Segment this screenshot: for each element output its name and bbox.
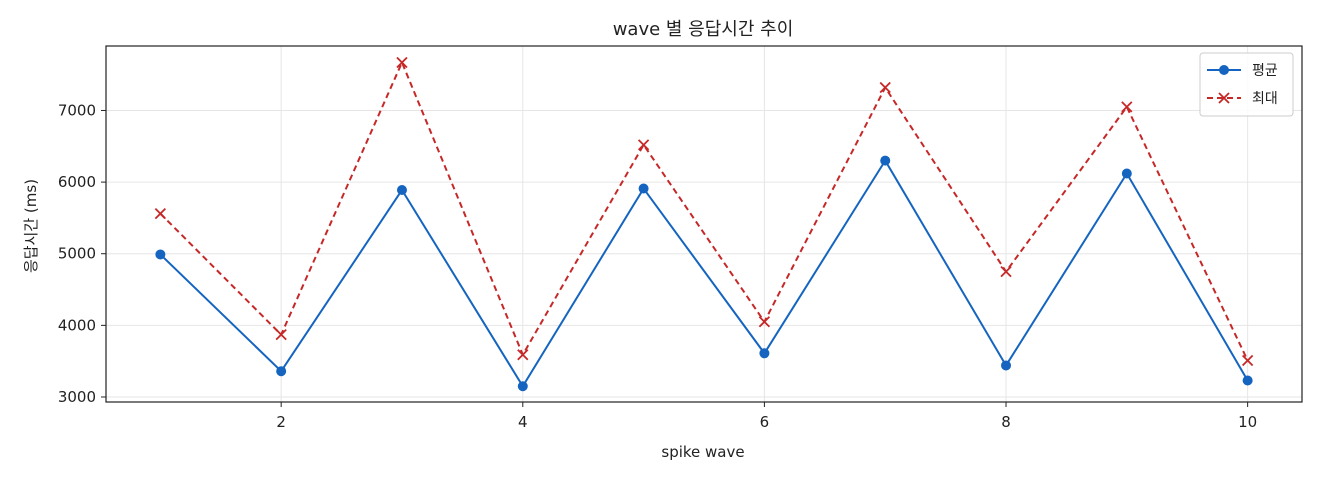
data-point-mean — [517, 381, 528, 392]
data-point-max — [517, 349, 529, 361]
legend-box — [1199, 52, 1294, 117]
data-point-max — [637, 139, 650, 151]
data-point-max — [1000, 265, 1012, 278]
plot-frame — [105, 45, 1303, 403]
x-tick-label: 10 — [1238, 413, 1257, 431]
x-axis-label: spike wave — [661, 443, 744, 461]
data-point-max — [396, 56, 408, 69]
data-point-mean — [1242, 375, 1253, 386]
y-axis-label: 응답시간 (ms) — [22, 179, 40, 273]
series-line-max — [159, 61, 1249, 361]
data-point-max — [1121, 101, 1133, 113]
data-point-max — [154, 207, 167, 220]
data-point-mean — [1121, 168, 1132, 179]
y-tick-label: 6000 — [58, 173, 96, 191]
series-layer — [154, 56, 1254, 392]
legend-marker-max — [1218, 92, 1230, 104]
data-point-max — [1242, 354, 1254, 367]
data-point-max — [758, 316, 771, 328]
y-tick-label: 7000 — [58, 101, 96, 119]
chart-title: wave 별 응답시간 추이 — [613, 19, 794, 40]
y-tick-label: 4000 — [58, 316, 96, 334]
data-point-mean — [880, 155, 891, 166]
grid — [106, 46, 1302, 402]
data-point-max — [879, 81, 891, 94]
x-tick-label: 4 — [518, 413, 528, 431]
series-line-mean — [159, 159, 1249, 388]
data-point-max — [275, 329, 287, 341]
x-tick-label: 6 — [760, 413, 770, 431]
data-point-mean — [638, 183, 649, 194]
data-point-mean — [276, 366, 287, 377]
y-tick-label: 3000 — [58, 388, 96, 406]
legend-marker-mean — [1219, 65, 1229, 75]
data-point-mean — [155, 249, 166, 260]
axis-ticks: 2 4 6 8 10 3000 4000 5000 6000 7000 — [58, 101, 1257, 431]
legend-label-max: 최대 — [1252, 91, 1278, 107]
legend-label-mean: 평균 — [1252, 63, 1278, 79]
data-point-mean — [759, 348, 770, 359]
x-tick-label: 2 — [276, 413, 286, 431]
x-tick-label: 8 — [1001, 413, 1011, 431]
legend: 평균 최대 — [1199, 52, 1294, 117]
data-point-mean — [1001, 360, 1012, 371]
data-point-mean — [396, 184, 407, 195]
y-tick-label: 5000 — [58, 245, 96, 263]
